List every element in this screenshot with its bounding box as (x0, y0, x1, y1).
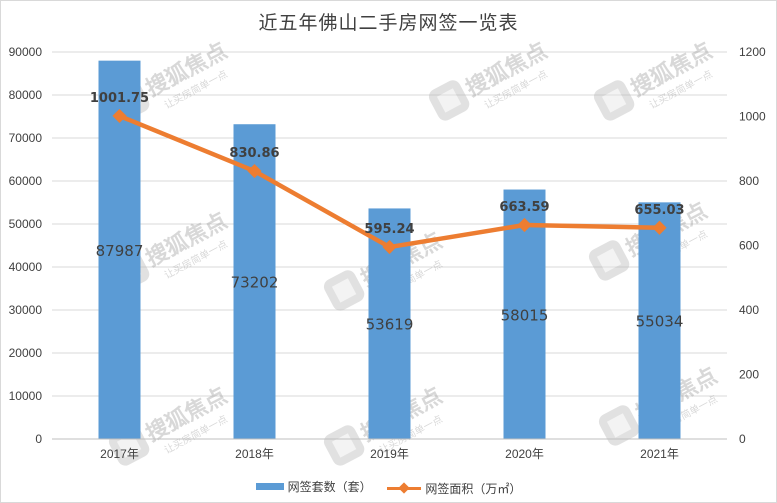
left-tick-label: 80000 (9, 88, 43, 102)
watermark-logo-mark (606, 413, 632, 438)
right-tick-label: 1200 (739, 45, 766, 59)
bar-value-label: 53619 (366, 316, 414, 334)
right-tick-label: 200 (739, 368, 759, 382)
watermark-logo-icon (323, 270, 365, 311)
line-series (112, 108, 667, 255)
left-tick-label: 90000 (9, 45, 43, 59)
legend-line-swatch (387, 482, 422, 494)
right-tick-label: 400 (739, 303, 759, 317)
x-tick-label: 2020年 (505, 447, 544, 461)
watermark-logo-icon (588, 240, 630, 281)
watermark-logo-mark (601, 88, 627, 113)
legend-bar-swatch (255, 483, 284, 490)
x-tick-label: 2018年 (235, 447, 274, 461)
bar-value-label: 58015 (501, 306, 549, 324)
left-tick-label: 70000 (9, 131, 43, 145)
x-tick-label: 2017年 (100, 447, 139, 461)
x-tick-label: 2021年 (640, 447, 679, 461)
axes: 0100002000030000400005000060000700008000… (9, 45, 766, 461)
left-tick-label: 20000 (9, 346, 43, 360)
bar-value-label: 87987 (96, 242, 144, 260)
chart-title: 近五年佛山二手房网签一览表 (258, 12, 519, 34)
watermark-logo-icon (598, 405, 640, 446)
watermark-logo-mark (331, 278, 357, 303)
left-tick-label: 50000 (9, 217, 43, 231)
right-tick-label: 600 (739, 239, 759, 253)
line-marker (382, 239, 397, 255)
watermark-logo-mark (436, 88, 462, 113)
watermark-logo-icon (428, 80, 470, 121)
left-tick-label: 0 (35, 432, 42, 446)
bar-value-label: 55034 (636, 313, 684, 331)
right-tick-label: 0 (739, 432, 746, 446)
legend-label-bar: 网签套数（套） (287, 480, 372, 494)
right-tick-label: 800 (739, 174, 759, 188)
line-value-label: 595.24 (364, 222, 414, 237)
right-tick-label: 1000 (739, 110, 766, 124)
line-value-label: 830.86 (229, 146, 279, 161)
legend: 网签套数（套） 网签面积（万㎡） (0, 478, 777, 497)
line-value-label: 663.59 (499, 200, 549, 215)
line-marker (652, 220, 667, 235)
legend-label-line: 网签面积（万㎡） (425, 482, 522, 496)
line-value-label: 1001.75 (90, 91, 149, 106)
left-tick-label: 40000 (9, 260, 43, 274)
left-tick-label: 60000 (9, 174, 43, 188)
bar-series (98, 60, 681, 440)
watermark-logo-icon (593, 80, 635, 121)
line-marker (247, 163, 262, 179)
legend-item-line: 网签面积（万㎡） (387, 480, 521, 497)
data-labels: 87987 73202 53619 58015 55034 1001.75 830.86 59… (90, 91, 685, 334)
line-value-label: 655.03 (634, 203, 684, 218)
line-marker (517, 217, 532, 233)
watermark-logo-icon (323, 425, 365, 466)
bar (638, 202, 681, 439)
bar-value-label: 73202 (231, 274, 279, 292)
watermark-logo-mark (596, 248, 622, 273)
x-tick-label: 2019年 (370, 447, 409, 461)
left-tick-label: 30000 (9, 303, 43, 317)
legend-item-bar: 网签套数（套） (255, 478, 372, 495)
left-tick-label: 10000 (9, 389, 43, 403)
